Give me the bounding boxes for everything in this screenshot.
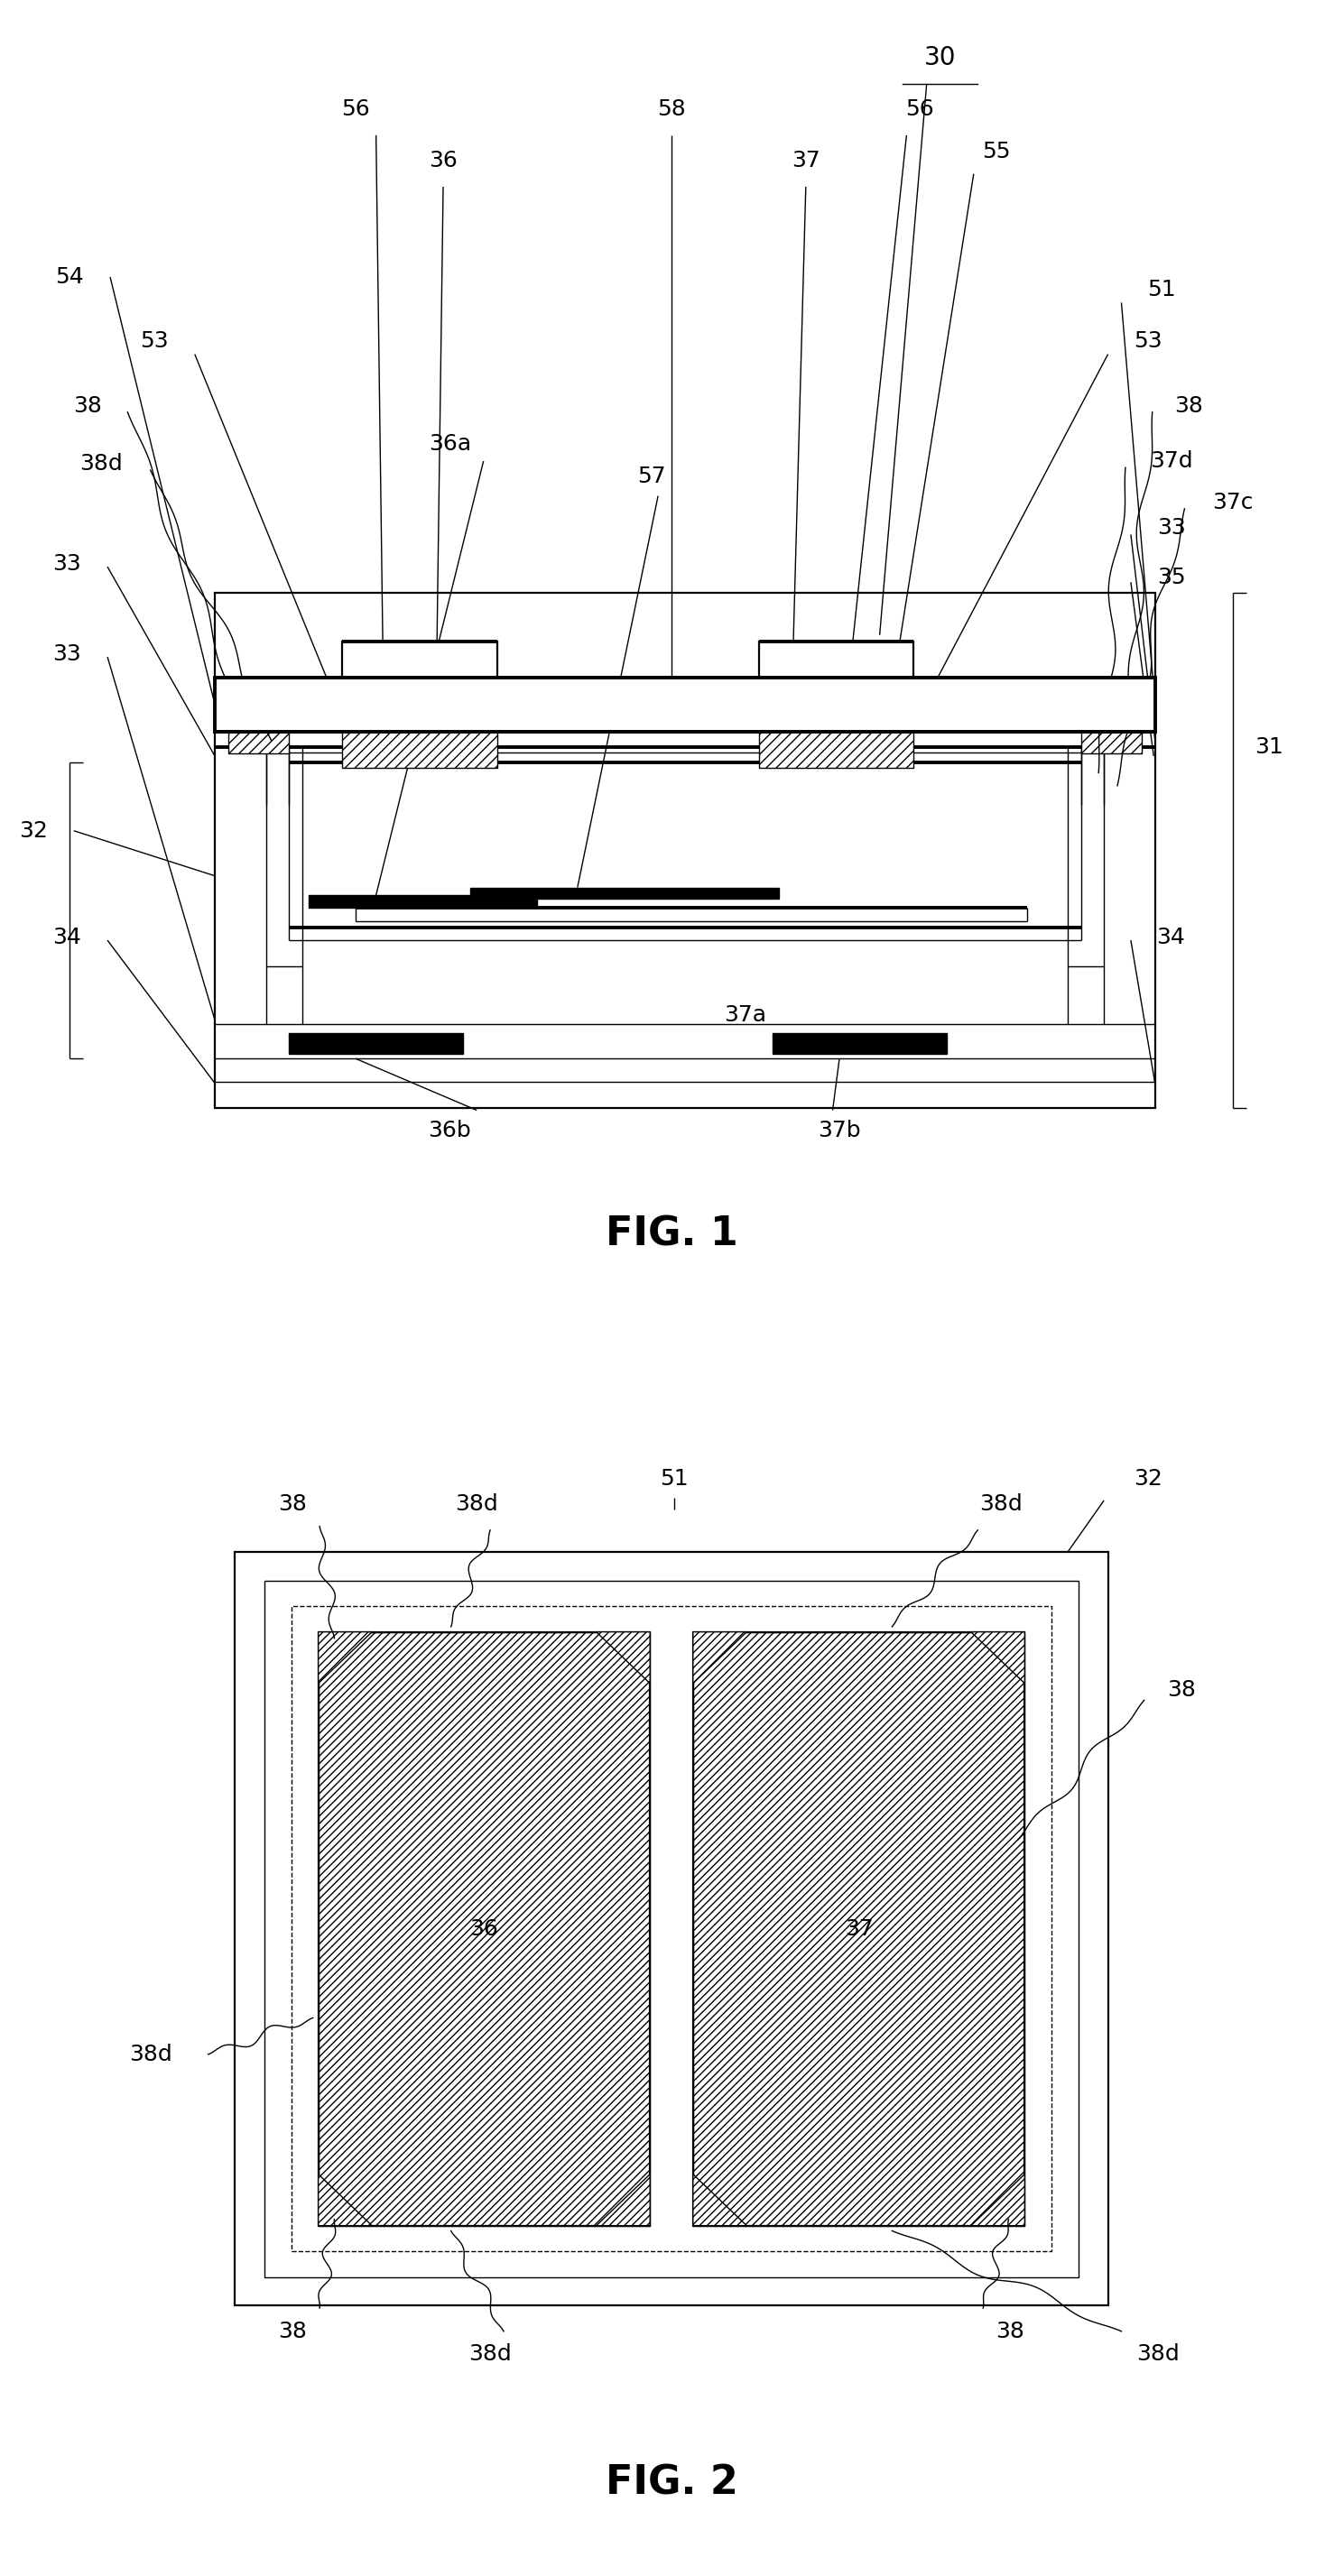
Text: 51: 51	[1147, 278, 1176, 301]
Text: 54: 54	[55, 265, 85, 289]
Text: 34: 34	[52, 927, 82, 948]
Text: 58: 58	[657, 98, 686, 121]
Bar	[693, 1633, 1025, 2226]
Bar	[342, 732, 497, 768]
Text: 32: 32	[1133, 1468, 1163, 1489]
Text: 33: 33	[1156, 518, 1186, 538]
Bar	[693, 1633, 1025, 2226]
Text: 32: 32	[19, 819, 48, 842]
Polygon shape	[693, 1633, 747, 1685]
Polygon shape	[318, 1633, 372, 1685]
Bar	[470, 886, 779, 899]
Text: 38d: 38d	[129, 2043, 172, 2066]
Text: 36: 36	[470, 1919, 498, 1940]
Text: 56: 56	[341, 98, 371, 121]
Text: 38d: 38d	[79, 453, 122, 474]
Text: 38d: 38d	[469, 2344, 512, 2365]
Bar	[759, 732, 913, 768]
Text: 33: 33	[52, 644, 82, 665]
Text: 55: 55	[982, 142, 1011, 162]
Text: 37d: 37d	[1150, 451, 1193, 471]
Bar	[289, 1033, 463, 1054]
Text: 53: 53	[1133, 330, 1163, 353]
Text: 37c: 37c	[1213, 492, 1253, 513]
Polygon shape	[1081, 685, 1142, 752]
Bar	[318, 1633, 650, 2226]
Polygon shape	[228, 685, 289, 752]
Polygon shape	[971, 1633, 1025, 1685]
Text: 56: 56	[905, 98, 935, 121]
Text: 37b: 37b	[818, 1121, 861, 1141]
Text: 51: 51	[659, 1468, 689, 1489]
Text: 38: 38	[278, 1494, 308, 1515]
Bar	[215, 677, 1155, 732]
Text: 36: 36	[428, 149, 458, 173]
Text: 38: 38	[278, 2321, 308, 2342]
Bar	[772, 1033, 947, 1054]
Text: 36a: 36a	[428, 433, 471, 456]
Text: 34: 34	[1156, 927, 1186, 948]
Text: FIG. 1: FIG. 1	[606, 1213, 737, 1255]
Text: 38d: 38d	[455, 1494, 498, 1515]
Bar	[235, 1551, 1108, 2306]
Bar	[342, 641, 497, 677]
Text: 38d: 38d	[979, 1494, 1022, 1515]
Polygon shape	[596, 1633, 650, 1685]
Polygon shape	[693, 2174, 747, 2226]
Text: 35: 35	[1156, 567, 1186, 587]
Text: 53: 53	[140, 330, 169, 353]
Text: 30: 30	[924, 46, 956, 70]
Bar	[291, 1607, 1052, 2251]
Polygon shape	[596, 2174, 650, 2226]
Text: 57: 57	[637, 466, 666, 487]
Text: 37: 37	[791, 149, 821, 173]
Bar	[759, 641, 913, 677]
Text: 38d: 38d	[1136, 2344, 1179, 2365]
Text: 38: 38	[73, 394, 102, 417]
Bar	[215, 592, 1155, 1108]
Bar	[318, 1633, 650, 2226]
Text: 37: 37	[845, 1919, 873, 1940]
Bar	[265, 1579, 1078, 2277]
Text: 36b: 36b	[428, 1121, 471, 1141]
Text: 38: 38	[1167, 1680, 1197, 1700]
Text: 38: 38	[995, 2321, 1025, 2342]
Text: 38: 38	[1174, 394, 1203, 417]
Polygon shape	[318, 2174, 372, 2226]
Text: FIG. 2: FIG. 2	[606, 2463, 737, 2504]
Polygon shape	[971, 2174, 1025, 2226]
Text: 37a: 37a	[724, 1005, 767, 1025]
Text: 31: 31	[1254, 737, 1284, 757]
Bar	[309, 894, 537, 909]
Text: 33: 33	[52, 554, 82, 574]
